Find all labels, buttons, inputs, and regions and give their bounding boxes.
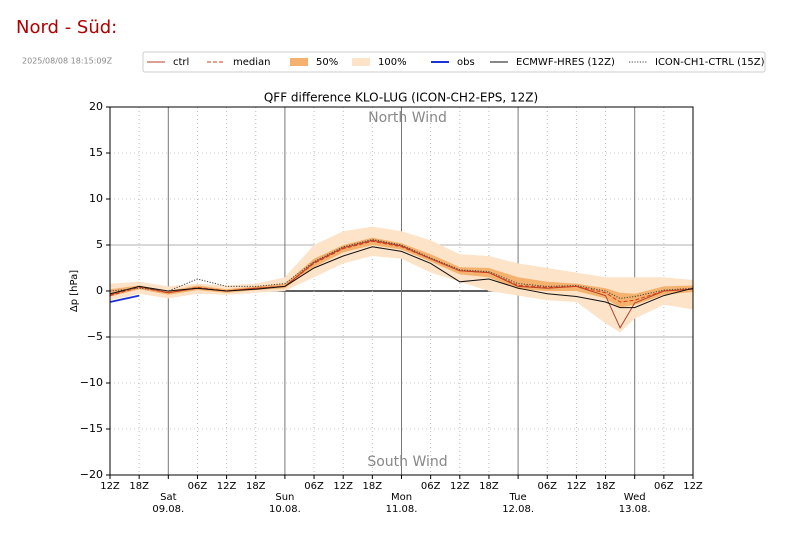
legend: [142, 51, 766, 73]
y-tick-label: 5: [96, 238, 103, 251]
date-label: 13.08.: [619, 504, 651, 515]
y-tick-label: −20: [80, 468, 103, 481]
day-label: Sat: [160, 492, 176, 503]
x-tick-label: 12Z: [450, 481, 470, 492]
annotation: South Wind: [367, 454, 447, 470]
legend-label: ICON-CH1-CTRL (15Z): [655, 57, 765, 68]
y-tick-label: −10: [80, 376, 103, 389]
x-tick-label: 12Z: [333, 481, 353, 492]
x-tick-label: 18Z: [246, 481, 266, 492]
x-tick-label: 12Z: [683, 481, 703, 492]
x-tick-label: 06Z: [188, 481, 208, 492]
band: [110, 237, 693, 308]
y-tick-label: 0: [96, 284, 103, 297]
date-label: 11.08.: [386, 504, 418, 515]
y-axis-label: Δp [hPa]: [69, 270, 80, 312]
y-tick-label: 10: [89, 192, 103, 205]
timestamp: 2025/08/08 18:15:09Z: [22, 57, 113, 66]
chart-title: QFF difference KLO-LUG (ICON-CH2-EPS, 12…: [264, 91, 538, 105]
annotation: North Wind: [368, 110, 447, 126]
x-tick-label: 12Z: [217, 481, 237, 492]
date-label: 09.08.: [152, 504, 184, 515]
legend-label: 100%: [378, 57, 407, 68]
x-tick-label: 06Z: [537, 481, 557, 492]
line: [109, 246, 694, 309]
x-tick-label: 18Z: [129, 481, 149, 492]
legend-swatch: [352, 58, 370, 66]
x-tick-label: 06Z: [654, 481, 674, 492]
legend-label: ECMWF-HRES (12Z): [516, 57, 615, 68]
line: [109, 294, 140, 303]
day-label: Wed: [624, 492, 646, 503]
day-label: Sun: [275, 492, 294, 503]
x-tick-label: 12Z: [100, 481, 120, 492]
legend-label: ctrl: [173, 57, 189, 68]
date-label: 12.08.: [502, 504, 534, 515]
x-tick-label: 06Z: [304, 481, 324, 492]
x-tick-label: 06Z: [421, 481, 441, 492]
date-label: 10.08.: [269, 504, 301, 515]
plot: [109, 106, 694, 476]
legend-label: 50%: [316, 57, 338, 68]
page-heading: Nord - Süd:: [16, 17, 117, 38]
y-tick-label: 15: [89, 146, 103, 159]
x-tick-label: 18Z: [479, 481, 499, 492]
legend-label: median: [233, 57, 271, 68]
legend-label: obs: [457, 57, 475, 68]
x-tick-label: 18Z: [363, 481, 383, 492]
x-tick-label: 18Z: [596, 481, 616, 492]
day-label: Mon: [391, 492, 412, 503]
y-tick-label: 20: [89, 100, 103, 113]
y-tick-label: −5: [87, 330, 103, 343]
y-tick-label: −15: [80, 422, 103, 435]
day-label: Tue: [509, 492, 527, 503]
x-tick-label: 12Z: [567, 481, 587, 492]
legend-swatch: [290, 58, 308, 66]
